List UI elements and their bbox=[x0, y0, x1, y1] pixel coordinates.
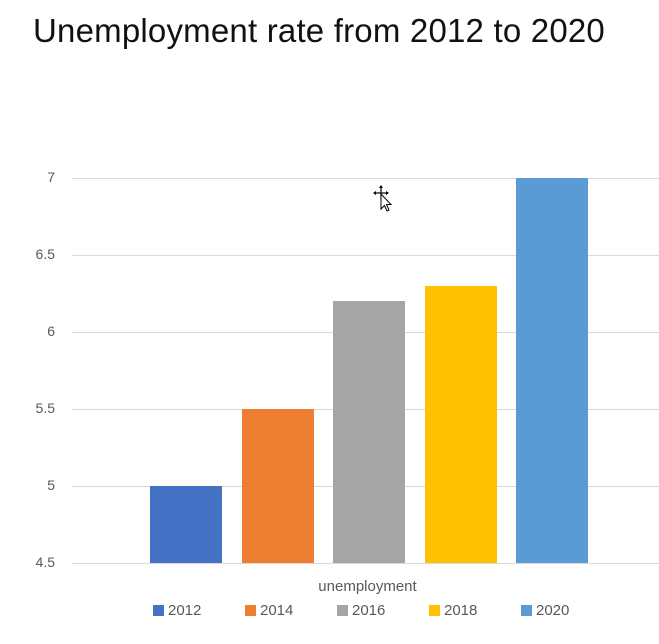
bar-2018[interactable] bbox=[425, 286, 497, 563]
bar-2014[interactable] bbox=[242, 409, 314, 563]
legend-item-2014[interactable]: 2014 bbox=[245, 602, 337, 619]
chart-title: Unemployment rate from 2012 to 2020 bbox=[33, 12, 605, 49]
legend-label: 2018 bbox=[444, 602, 478, 619]
legend[interactable]: 2012 2014 2016 2018 2020 bbox=[153, 602, 613, 619]
legend-label: 2014 bbox=[260, 602, 294, 619]
y-tick-label: 5.5 bbox=[35, 400, 55, 416]
y-tick-label: 7 bbox=[47, 169, 55, 185]
gridline bbox=[72, 255, 659, 256]
legend-label: 2016 bbox=[352, 602, 386, 619]
bar-2012[interactable] bbox=[150, 486, 222, 563]
y-tick-label: 4.5 bbox=[35, 554, 55, 570]
legend-item-2020[interactable]: 2020 bbox=[521, 602, 613, 619]
x-axis-label: unemployment bbox=[318, 578, 417, 595]
gridline bbox=[72, 178, 659, 179]
legend-swatch-icon bbox=[429, 605, 440, 616]
y-tick-label: 6.5 bbox=[35, 246, 55, 262]
legend-swatch-icon bbox=[245, 605, 256, 616]
gridline bbox=[72, 563, 659, 564]
bar-2020[interactable] bbox=[516, 178, 588, 563]
bar-2016[interactable] bbox=[333, 301, 405, 563]
legend-swatch-icon bbox=[337, 605, 348, 616]
move-cursor-icon bbox=[373, 185, 393, 212]
y-tick-label: 5 bbox=[47, 477, 55, 493]
legend-item-2018[interactable]: 2018 bbox=[429, 602, 521, 619]
legend-label: 2012 bbox=[168, 602, 202, 619]
legend-label: 2020 bbox=[536, 602, 570, 619]
legend-swatch-icon bbox=[521, 605, 532, 616]
legend-item-2016[interactable]: 2016 bbox=[337, 602, 429, 619]
y-tick-label: 6 bbox=[47, 323, 55, 339]
legend-item-2012[interactable]: 2012 bbox=[153, 602, 245, 619]
legend-swatch-icon bbox=[153, 605, 164, 616]
